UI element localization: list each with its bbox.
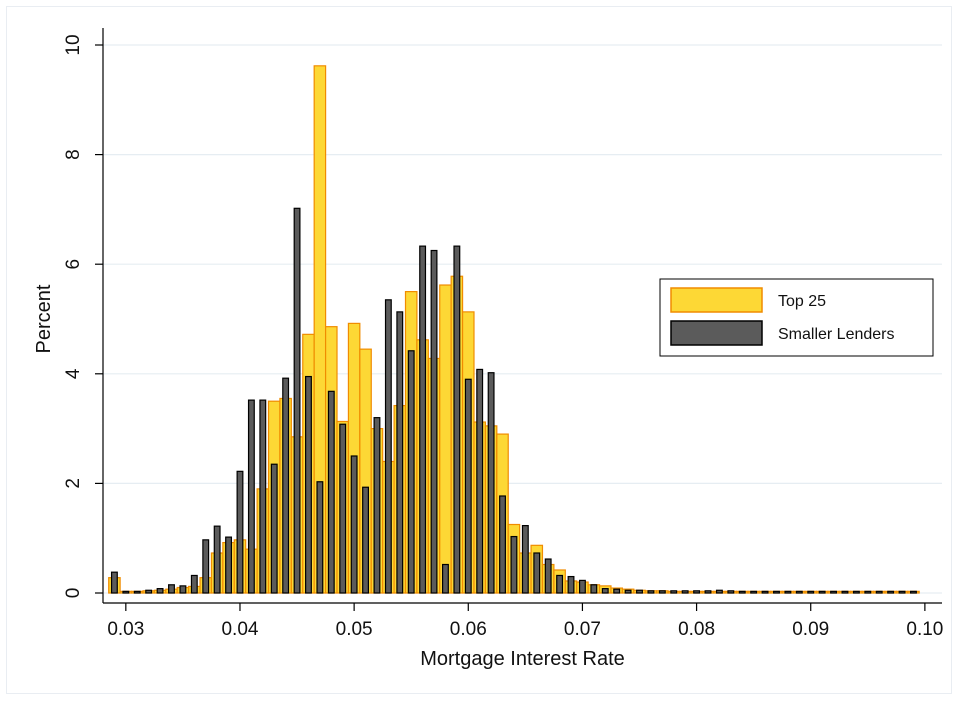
bar-smaller-lenders-66 bbox=[864, 590, 872, 594]
bar-smaller-lenders-47 bbox=[647, 590, 655, 594]
bar-smaller-lenders-29 bbox=[441, 563, 449, 594]
bar-smaller-lenders-68 bbox=[887, 590, 895, 594]
bar-smaller-lenders-49 bbox=[670, 590, 678, 594]
bar-smaller-lenders-6 bbox=[179, 585, 187, 594]
bar-smaller-lenders-43 bbox=[601, 588, 609, 594]
bar-smaller-lenders-27 bbox=[419, 245, 427, 594]
bar-smaller-lenders-0 bbox=[110, 571, 118, 594]
bar-smaller-lenders-56 bbox=[750, 590, 758, 594]
bar-smaller-lenders-51 bbox=[693, 590, 701, 594]
bar-smaller-lenders-18 bbox=[316, 481, 324, 594]
x-tick-label-2: 0.05 bbox=[336, 619, 373, 640]
bar-smaller-lenders-55 bbox=[738, 590, 746, 594]
y-tick-label-10: 10 bbox=[63, 34, 84, 55]
bar-smaller-lenders-52 bbox=[704, 590, 712, 594]
bar-smaller-lenders-1 bbox=[122, 590, 130, 594]
bar-smaller-lenders-57 bbox=[761, 590, 769, 594]
bar-smaller-lenders-59 bbox=[784, 590, 792, 594]
bar-smaller-lenders-21 bbox=[350, 455, 358, 594]
bar-smaller-lenders-40 bbox=[567, 575, 575, 594]
bar-smaller-lenders-62 bbox=[818, 590, 826, 594]
bar-smaller-lenders-13 bbox=[259, 399, 267, 594]
y-tick-label-2: 2 bbox=[63, 478, 84, 489]
bar-smaller-lenders-37 bbox=[533, 552, 541, 594]
bar-smaller-lenders-9 bbox=[213, 525, 221, 594]
x-tick-label-4: 0.07 bbox=[564, 619, 601, 640]
bar-smaller-lenders-61 bbox=[807, 590, 815, 594]
bar-smaller-lenders-34 bbox=[499, 495, 506, 594]
y-tick-label-0: 0 bbox=[63, 588, 84, 599]
bar-smaller-lenders-38 bbox=[544, 558, 552, 594]
bar-smaller-lenders-45 bbox=[624, 589, 632, 594]
y-tick-label-6: 6 bbox=[63, 259, 84, 270]
bar-smaller-lenders-48 bbox=[658, 590, 666, 594]
axes bbox=[102, 28, 942, 604]
bar-smaller-lenders-35 bbox=[510, 535, 518, 594]
bar-smaller-lenders-10 bbox=[225, 536, 233, 594]
bar-smaller-lenders-53 bbox=[715, 589, 723, 594]
bar-smaller-lenders-15 bbox=[282, 377, 290, 594]
bar-smaller-lenders-54 bbox=[727, 590, 735, 594]
bar-smaller-lenders-4 bbox=[156, 588, 164, 594]
bar-smaller-lenders-69 bbox=[898, 590, 906, 594]
x-tick-label-3: 0.06 bbox=[450, 619, 487, 640]
bar-smaller-lenders-44 bbox=[613, 588, 621, 594]
legend: Top 25 Smaller Lenders bbox=[659, 278, 934, 357]
bar-smaller-lenders-8 bbox=[202, 539, 210, 594]
x-tick-label-5: 0.08 bbox=[678, 619, 715, 640]
bar-top25-29 bbox=[439, 284, 452, 594]
bars bbox=[108, 65, 920, 594]
bar-smaller-lenders-22 bbox=[362, 486, 369, 594]
bar-smaller-lenders-25 bbox=[396, 311, 404, 594]
x-tick-label-7: 0.10 bbox=[906, 619, 943, 640]
y-tick-label-8: 8 bbox=[63, 149, 84, 160]
bar-smaller-lenders-24 bbox=[384, 299, 392, 594]
bar-smaller-lenders-14 bbox=[270, 463, 278, 594]
bar-smaller-lenders-31 bbox=[464, 378, 472, 594]
bar-smaller-lenders-46 bbox=[636, 589, 643, 594]
bar-smaller-lenders-32 bbox=[476, 368, 484, 594]
legend-label-top-25: Top 25 bbox=[778, 293, 826, 310]
legend-swatch-top-25 bbox=[670, 287, 763, 313]
bar-smaller-lenders-39 bbox=[556, 574, 564, 594]
bar-smaller-lenders-26 bbox=[407, 350, 415, 594]
bar-smaller-lenders-7 bbox=[190, 574, 198, 594]
bar-smaller-lenders-17 bbox=[305, 375, 312, 594]
bar-smaller-lenders-11 bbox=[236, 470, 244, 594]
bar-smaller-lenders-63 bbox=[830, 590, 838, 594]
bar-smaller-lenders-65 bbox=[852, 590, 860, 594]
bar-smaller-lenders-23 bbox=[373, 417, 381, 594]
x-axis-title: Mortgage Interest Rate bbox=[420, 648, 625, 670]
bar-smaller-lenders-42 bbox=[590, 584, 598, 594]
bar-smaller-lenders-50 bbox=[681, 590, 689, 594]
bar-smaller-lenders-2 bbox=[133, 590, 141, 594]
y-axis-title: Percent bbox=[33, 284, 55, 353]
x-tick-label-0: 0.03 bbox=[107, 619, 144, 640]
bar-smaller-lenders-58 bbox=[773, 590, 780, 594]
x-tick-label-1: 0.04 bbox=[221, 619, 258, 640]
x-tick-label-6: 0.09 bbox=[792, 619, 829, 640]
bar-smaller-lenders-20 bbox=[339, 423, 347, 594]
bar-smaller-lenders-28 bbox=[430, 249, 438, 594]
bar-smaller-lenders-3 bbox=[145, 589, 153, 594]
legend-swatch-smaller-lenders bbox=[670, 320, 763, 346]
bar-smaller-lenders-41 bbox=[578, 579, 586, 594]
bar-smaller-lenders-70 bbox=[910, 590, 917, 594]
bar-smaller-lenders-5 bbox=[168, 584, 175, 594]
y-tick-label-4: 4 bbox=[63, 368, 84, 379]
bar-smaller-lenders-30 bbox=[453, 245, 461, 594]
legend-label-smaller-lenders: Smaller Lenders bbox=[778, 326, 895, 343]
bar-smaller-lenders-33 bbox=[487, 372, 495, 594]
bar-smaller-lenders-67 bbox=[875, 590, 883, 594]
bar-smaller-lenders-36 bbox=[521, 524, 529, 594]
bar-smaller-lenders-60 bbox=[795, 590, 803, 594]
bar-smaller-lenders-19 bbox=[327, 390, 335, 594]
bar-smaller-lenders-16 bbox=[293, 207, 301, 594]
bar-smaller-lenders-12 bbox=[247, 399, 255, 594]
bar-smaller-lenders-64 bbox=[841, 590, 849, 594]
ticks: 0 2 4 6 8 10 0.03 0.04 0.05 0.06 0.07 0.08 0.09 0.10 bbox=[63, 34, 943, 640]
